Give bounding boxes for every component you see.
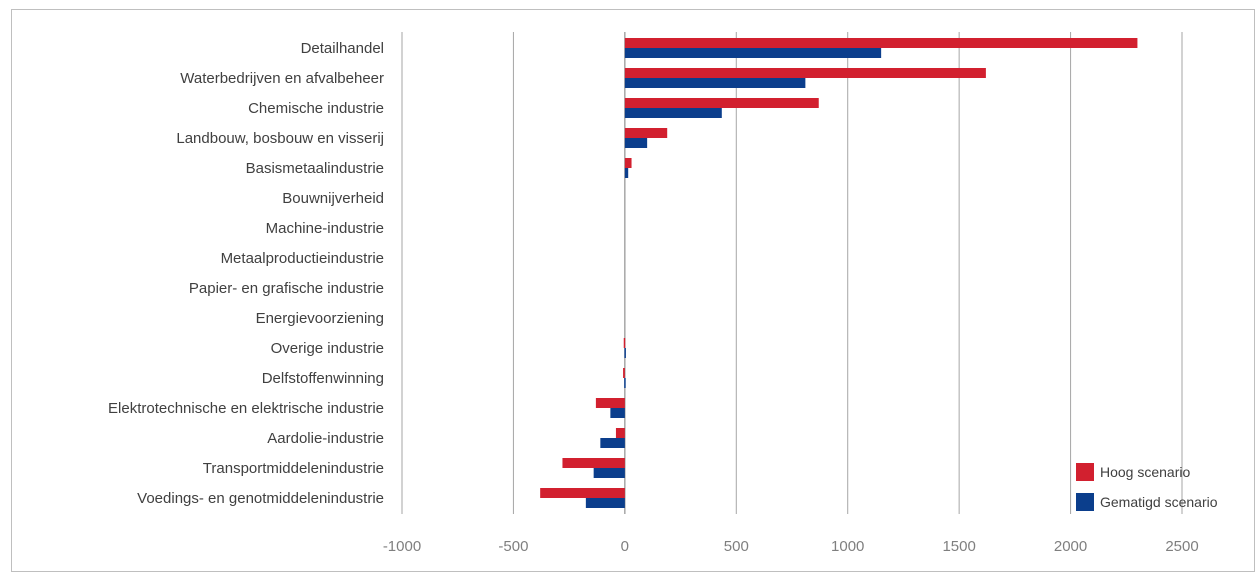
category-label: Detailhandel — [301, 40, 384, 57]
bar-gematigd — [593, 468, 625, 478]
x-tick-label: 2500 — [1165, 538, 1198, 555]
x-tick-label: 500 — [724, 538, 749, 555]
legend-swatch — [1076, 493, 1094, 511]
x-tick-label: 2000 — [1054, 538, 1087, 555]
category-label: Machine-industrie — [266, 220, 384, 237]
category-label: Voedings- en genotmiddelenindustrie — [137, 490, 384, 507]
bar-gematigd — [624, 168, 629, 178]
bar-gematigd — [600, 438, 625, 448]
x-tick-label: 1000 — [831, 538, 864, 555]
bar-hoog — [624, 68, 986, 78]
category-label: Metaalproductieindustrie — [221, 250, 384, 267]
bars — [540, 38, 1138, 508]
bar-hoog — [540, 488, 625, 498]
x-tick-label: 0 — [621, 538, 629, 555]
category-label: Waterbedrijven en afvalbeheer — [180, 70, 384, 87]
category-label: Landbouw, bosbouw en visserij — [176, 130, 384, 147]
category-label: Bouwnijverheid — [282, 190, 384, 207]
bar-gematigd — [610, 408, 625, 418]
bar-gematigd — [624, 78, 806, 88]
bar-gematigd — [624, 48, 882, 58]
category-labels: Detailhandel Waterbedrijven en afvalbehee… — [108, 40, 384, 507]
x-tick-labels: -1000 -500 0 500 1000 1500 2000 2500 — [383, 538, 1199, 555]
bar-hoog — [624, 158, 632, 168]
chart-frame: Detailhandel Waterbedrijven en afvalbehee… — [11, 9, 1255, 572]
bar-hoog — [615, 428, 625, 438]
category-label: Elektrotechnische en elektrische industr… — [108, 400, 384, 417]
bar-hoog — [624, 128, 668, 138]
x-tick-label: 1500 — [942, 538, 975, 555]
bar-hoog — [623, 338, 626, 348]
bar-gematigd — [624, 138, 648, 148]
category-label: Papier- en grafische industrie — [189, 280, 384, 297]
legend: Hoog scenario Gematigd scenario — [1076, 463, 1218, 511]
category-label: Basismetaalindustrie — [246, 160, 384, 177]
bar-gematigd — [624, 108, 722, 118]
legend-swatch — [1076, 463, 1094, 481]
bar-gematigd — [624, 378, 626, 388]
category-label: Overige industrie — [271, 340, 384, 357]
bar-hoog — [595, 398, 625, 408]
bar-chart: Detailhandel Waterbedrijven en afvalbehee… — [108, 32, 1218, 555]
x-tick-label: -1000 — [383, 538, 421, 555]
category-label: Chemische industrie — [248, 100, 384, 117]
category-label: Transportmiddelenindustrie — [203, 460, 384, 477]
bar-hoog — [624, 38, 1138, 48]
bar-hoog — [623, 368, 625, 378]
x-tick-label: -500 — [498, 538, 528, 555]
legend-label: Hoog scenario — [1100, 464, 1190, 480]
category-label: Energievoorziening — [256, 310, 384, 327]
category-label: Delfstoffenwinning — [262, 370, 384, 387]
legend-label: Gematigd scenario — [1100, 494, 1218, 510]
bar-hoog — [624, 98, 819, 108]
bar-gematigd — [585, 498, 625, 508]
bar-gematigd — [624, 348, 626, 358]
bar-hoog — [562, 458, 625, 468]
category-label: Aardolie-industrie — [267, 430, 384, 447]
